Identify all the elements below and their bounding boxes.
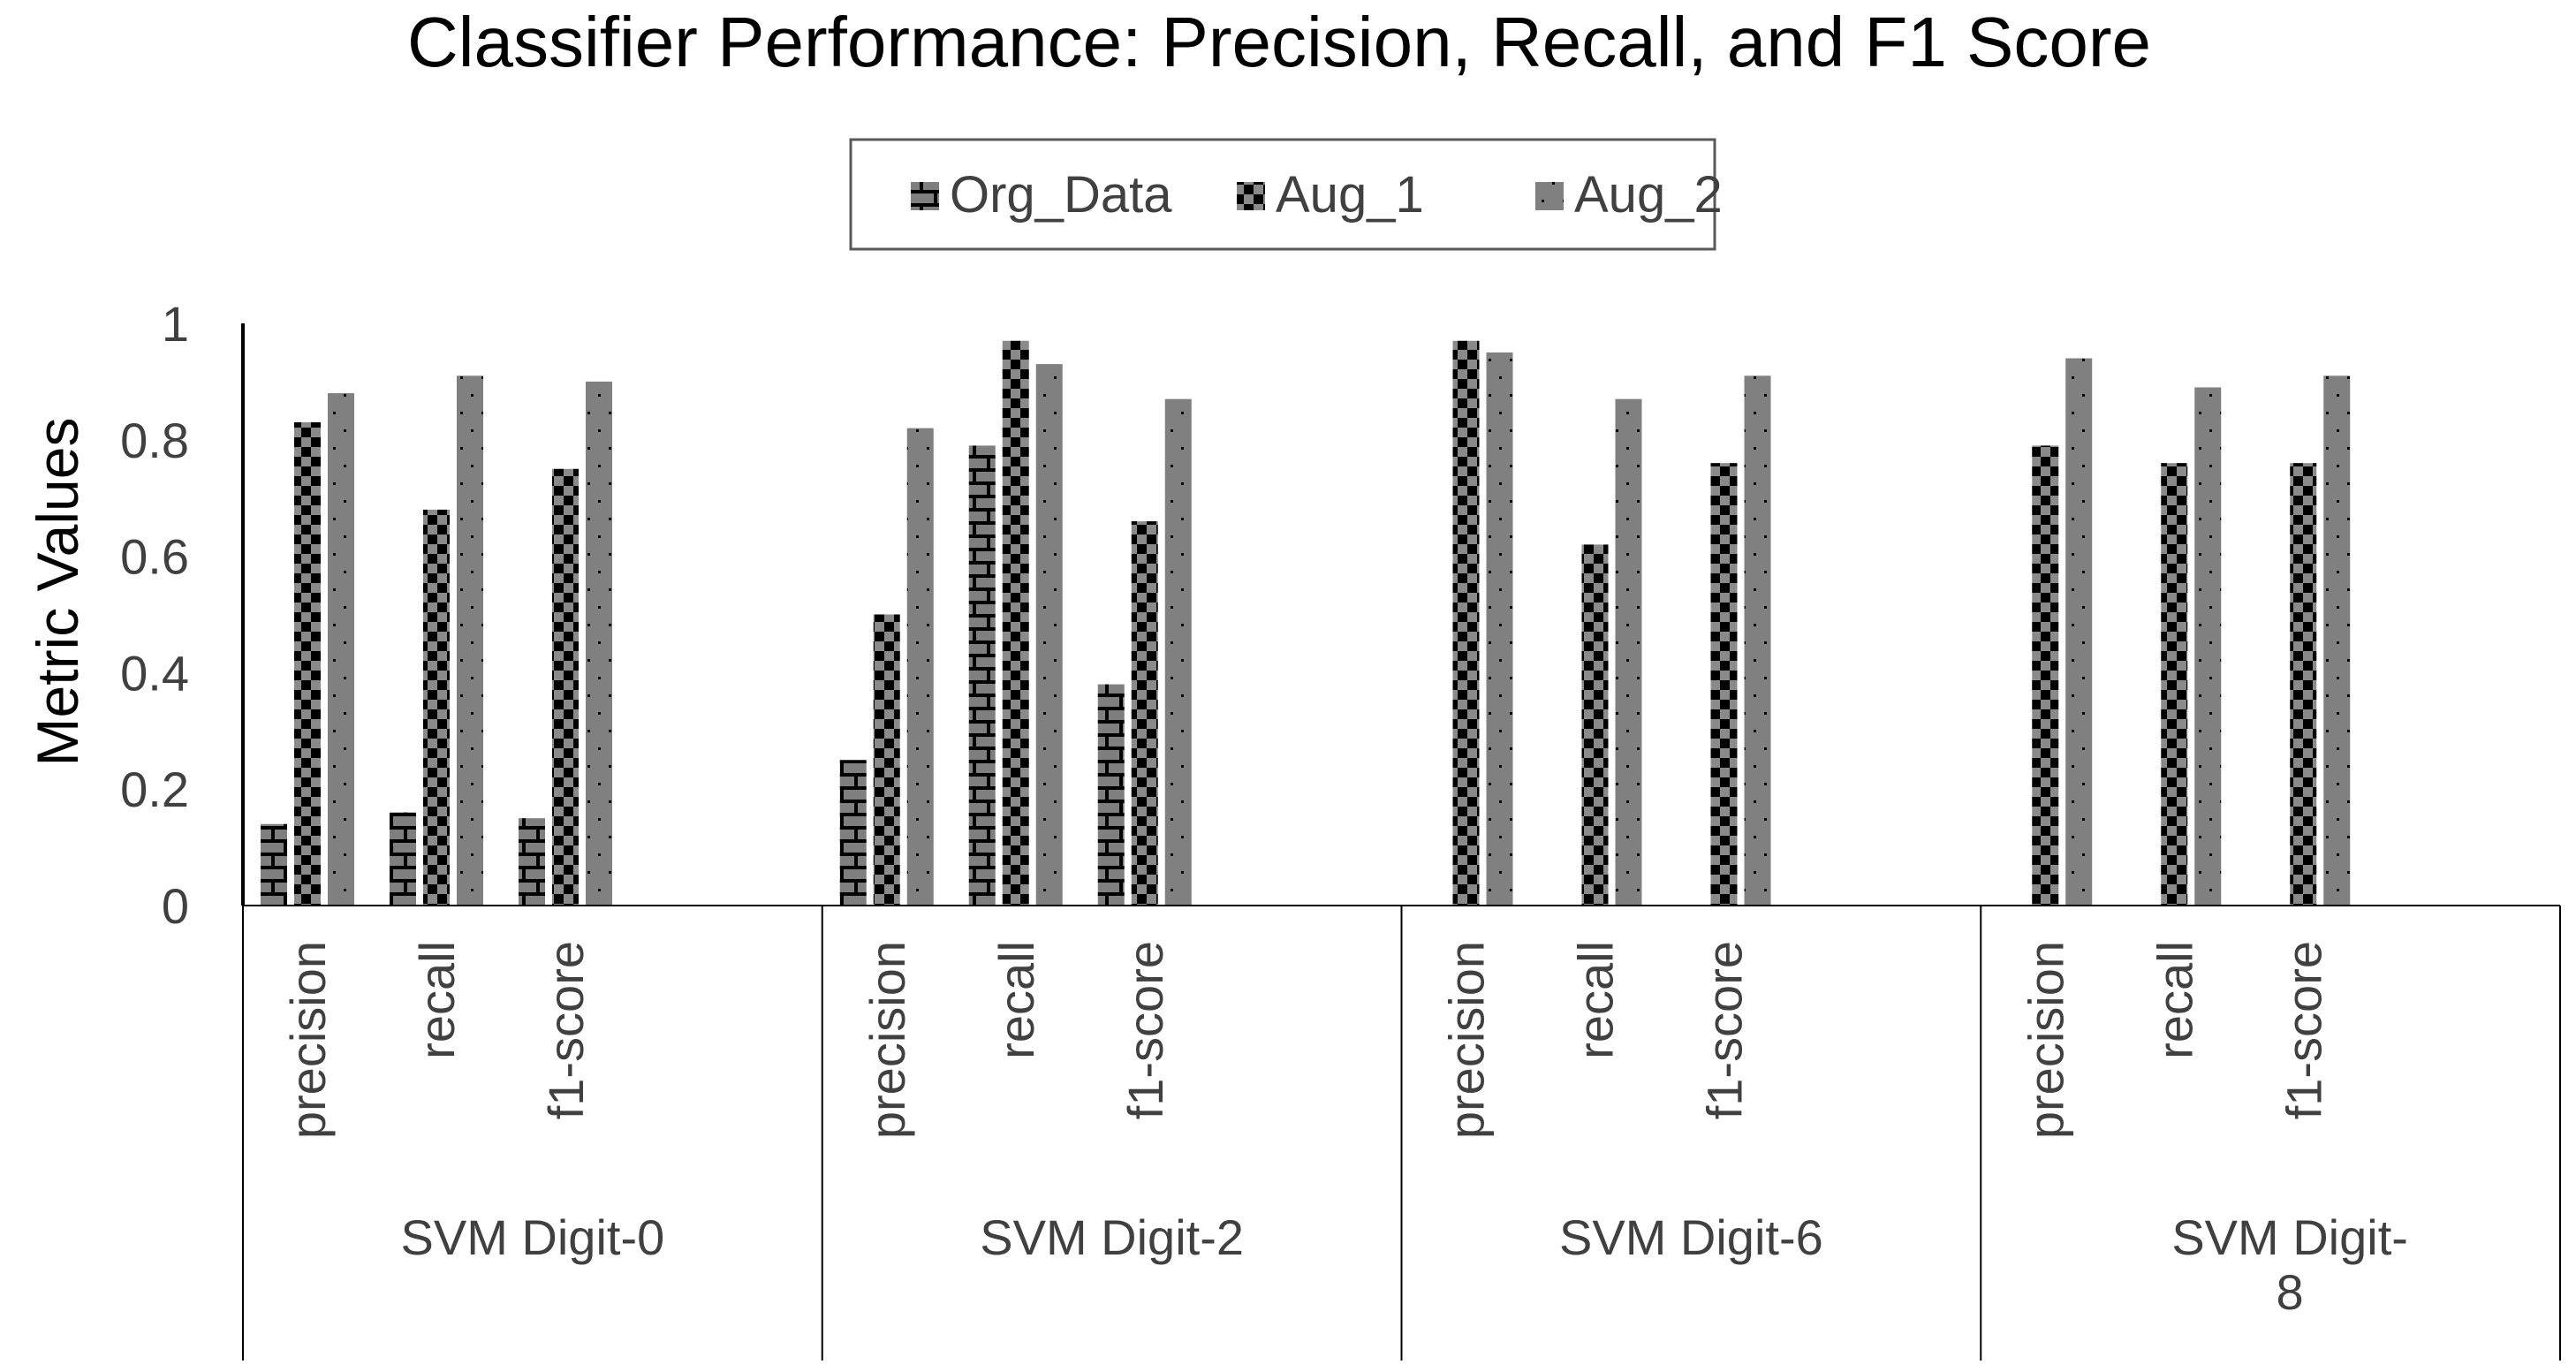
legend-swatch-aug-2 (1535, 182, 1564, 210)
category-label-f1-score: f1-score (2276, 941, 2331, 1119)
y-tick-label: 0.4 (120, 645, 189, 701)
category-label-f1-score: f1-score (1118, 941, 1173, 1119)
legend-frame (849, 138, 1716, 251)
bar-aug-1-svm-digit-6-recall (1581, 544, 1609, 906)
bar-aug-1-svm-digit-0-precision (294, 422, 321, 906)
bar-aug-2-svm-digit-0-recall (457, 375, 483, 906)
bar-aug-2-svm-digit-2-precision (906, 428, 934, 906)
legend-swatch-aug-1 (1237, 182, 1265, 210)
category-label-f1-score: f1-score (538, 941, 594, 1119)
bar-aug-2-svm-digit-8-recall (2194, 387, 2222, 906)
y-axis-title: Metric Values (25, 418, 90, 767)
bar-aug-1-svm-digit-6-f1-score (1710, 463, 1738, 906)
bar-org-data-svm-digit-2-recall (968, 445, 996, 906)
bar-aug-2-svm-digit-8-f1-score (2323, 375, 2351, 906)
x-axis-labels: precision recall f1-score SVM Digit-0 precis… (280, 941, 2408, 1320)
category-label-precision: precision (1439, 941, 1495, 1139)
bar-org-data-svm-digit-0-precision (261, 823, 287, 906)
group-label-svm-digit-6: SVM Digit-6 (1559, 1209, 1823, 1265)
bar-org-data-svm-digit-2-precision (839, 760, 867, 906)
bar-org-data-svm-digit-2-f1-score (1097, 684, 1125, 906)
bar-aug-1-svm-digit-0-f1-score (552, 468, 579, 906)
bar-aug-1-svm-digit-2-recall (1002, 340, 1029, 906)
category-label-precision: precision (860, 941, 915, 1139)
bar-aug-2-svm-digit-0-f1-score (586, 381, 612, 906)
category-label-recall: recall (989, 941, 1044, 1059)
legend-label-aug-2: Aug_2 (1574, 166, 1723, 224)
bar-aug-1-svm-digit-8-recall (2161, 463, 2188, 906)
group-label-svm-digit-8: 8 (2277, 1264, 2304, 1320)
bar-aug-1-svm-digit-2-f1-score (1131, 521, 1158, 906)
bar-aug-1-svm-digit-2-precision (873, 614, 900, 906)
y-tick-label: 0 (162, 878, 189, 934)
bar-aug-1-svm-digit-8-precision (2032, 445, 2059, 906)
bar-aug-2-svm-digit-8-precision (2065, 358, 2093, 906)
bar-aug-2-svm-digit-6-recall (1615, 398, 1642, 906)
bar-org-data-svm-digit-0-recall (390, 812, 416, 906)
y-tick-label: 1 (162, 296, 189, 352)
group-label-svm-digit-8: SVM Digit- (2171, 1209, 2408, 1265)
legend-label-aug-1: Aug_1 (1276, 166, 1424, 224)
bar-aug-1-svm-digit-0-recall (423, 509, 450, 906)
bar-aug-1-svm-digit-6-precision (1452, 340, 1480, 906)
bar-aug-1-svm-digit-8-f1-score (2290, 463, 2317, 906)
category-label-recall: recall (1568, 941, 1624, 1059)
bar-aug-2-svm-digit-0-precision (328, 393, 354, 906)
axes (241, 323, 2561, 1361)
bar-aug-2-svm-digit-2-recall (1035, 364, 1063, 906)
category-label-recall: recall (409, 941, 465, 1059)
bar-aug-2-svm-digit-6-f1-score (1744, 375, 1771, 906)
bar-org-data-svm-digit-0-f1-score (519, 818, 545, 906)
y-tick-label: 0.2 (120, 762, 189, 817)
category-label-precision: precision (2018, 941, 2073, 1139)
category-label-recall: recall (2147, 941, 2202, 1059)
y-tick-label: 0.6 (120, 529, 189, 585)
legend-label-org-data: Org_Data (950, 166, 1172, 224)
group-label-svm-digit-2: SVM Digit-2 (980, 1209, 1244, 1265)
bar-aug-2-svm-digit-2-f1-score (1164, 398, 1192, 906)
category-label-precision: precision (280, 941, 336, 1139)
category-label-f1-score: f1-score (1697, 941, 1753, 1119)
bar-aug-2-svm-digit-6-precision (1486, 352, 1513, 906)
y-axis-ticks: 0 0.2 0.4 0.6 0.8 1 (120, 296, 189, 934)
chart-title: Classifier Performance: Precision, Recal… (407, 3, 2151, 81)
legend-swatch-org-data (911, 182, 939, 210)
bars (261, 340, 2351, 906)
group-label-svm-digit-0: SVM Digit-0 (401, 1209, 665, 1265)
legend: Org_Data Aug_1 Aug_2 (849, 138, 1723, 251)
y-tick-label: 0.8 (120, 413, 189, 468)
